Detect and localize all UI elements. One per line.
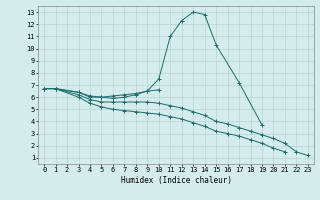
- X-axis label: Humidex (Indice chaleur): Humidex (Indice chaleur): [121, 176, 231, 185]
